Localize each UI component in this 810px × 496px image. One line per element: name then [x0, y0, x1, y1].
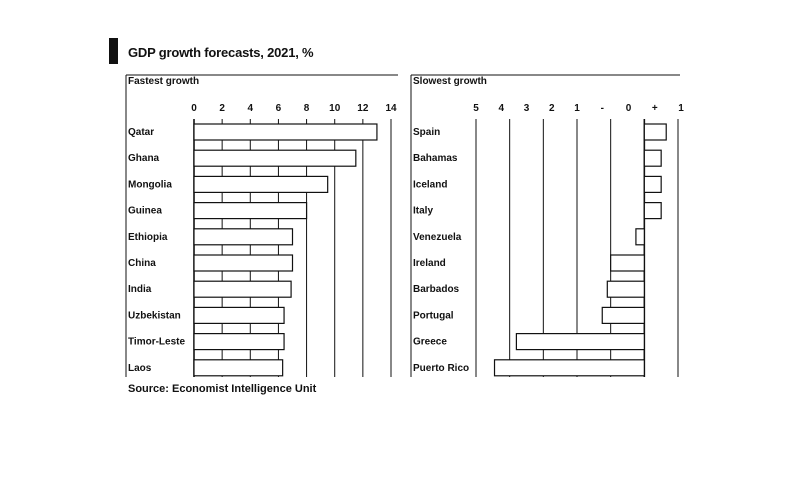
fastest-category-label-6: India	[128, 284, 152, 295]
fastest-bar-6	[193, 280, 292, 298]
fastest-tick-label-3: 6	[276, 103, 282, 114]
slowest-bar-5	[610, 254, 645, 272]
slowest-bar-2	[643, 175, 662, 193]
left-panel-label: Fastest growth	[128, 76, 200, 87]
slowest-category-label-4: Venezuela	[413, 232, 462, 243]
slowest-bar-8	[515, 333, 645, 351]
slowest-bar-6	[606, 280, 645, 298]
slowest-category-label-3: Italy	[413, 206, 433, 217]
fastest-category-label-9: Laos	[128, 363, 152, 374]
fastest-bar-5	[193, 254, 294, 272]
slowest-tick-label-7: +	[652, 103, 658, 114]
slowest-tick-label-6: 0	[626, 103, 632, 114]
fastest-bar-8	[193, 333, 285, 351]
fastest-tick-label-0: 0	[191, 103, 197, 114]
slowest-bar-7	[601, 306, 645, 324]
slowest-category-label-8: Greece	[413, 337, 447, 348]
slowest-category-label-6: Barbados	[413, 284, 460, 295]
fastest-tick-label-7: 14	[385, 103, 397, 114]
slowest-category-label-9: Puerto Rico	[413, 363, 469, 374]
slowest-bar-0	[643, 123, 667, 141]
fastest-tick-label-1: 2	[219, 103, 225, 114]
slowest-tick-label-4: 1	[574, 103, 580, 114]
slowest-tick-label-5: -	[601, 103, 604, 114]
slowest-tick-label-1: 4	[498, 103, 504, 114]
fastest-bar-7	[193, 306, 285, 324]
slowest-bar-1	[643, 149, 662, 167]
fastest-category-label-3: Guinea	[128, 206, 162, 217]
fastest-bar-9	[193, 359, 284, 377]
fastest-bar-4	[193, 228, 294, 246]
right-panel-label: Slowest growth	[413, 76, 487, 87]
fastest-category-label-1: Ghana	[128, 153, 160, 164]
fastest-tick-label-4: 8	[304, 103, 310, 114]
slowest-tick-label-0: 5	[473, 103, 479, 114]
fastest-category-label-7: Uzbekistan	[128, 310, 181, 321]
slowest-category-label-5: Ireland	[413, 258, 446, 269]
title-accent-bar	[109, 38, 118, 64]
slowest-tick-label-3: 2	[549, 103, 555, 114]
slowest-category-label-1: Bahamas	[413, 153, 458, 164]
fastest-category-label-2: Mongolia	[128, 179, 172, 190]
fastest-category-label-8: Timor-Leste	[128, 337, 185, 348]
slowest-category-label-2: Iceland	[413, 179, 447, 190]
fastest-category-label-0: Qatar	[128, 127, 154, 138]
fastest-tick-label-6: 12	[357, 103, 369, 114]
fastest-category-label-5: China	[128, 258, 156, 269]
fastest-bar-2	[193, 175, 329, 193]
slowest-tick-label-8: 1	[678, 103, 684, 114]
fastest-tick-label-5: 10	[329, 103, 341, 114]
slowest-bar-4	[635, 228, 645, 246]
slowest-bar-9	[493, 359, 645, 377]
slowest-tick-label-2: 3	[524, 103, 530, 114]
slowest-category-label-0: Spain	[413, 127, 440, 138]
fastest-category-label-4: Ethiopia	[128, 232, 168, 243]
fastest-bar-1	[193, 149, 357, 167]
fastest-bar-0	[193, 123, 378, 141]
fastest-bar-3	[193, 202, 308, 220]
slowest-category-label-7: Portugal	[413, 310, 454, 321]
source-note: Source: Economist Intelligence Unit	[128, 383, 317, 395]
fastest-tick-label-2: 4	[248, 103, 254, 114]
slowest-bar-3	[643, 202, 662, 220]
chart-title: GDP growth forecasts, 2021, %	[128, 45, 314, 60]
